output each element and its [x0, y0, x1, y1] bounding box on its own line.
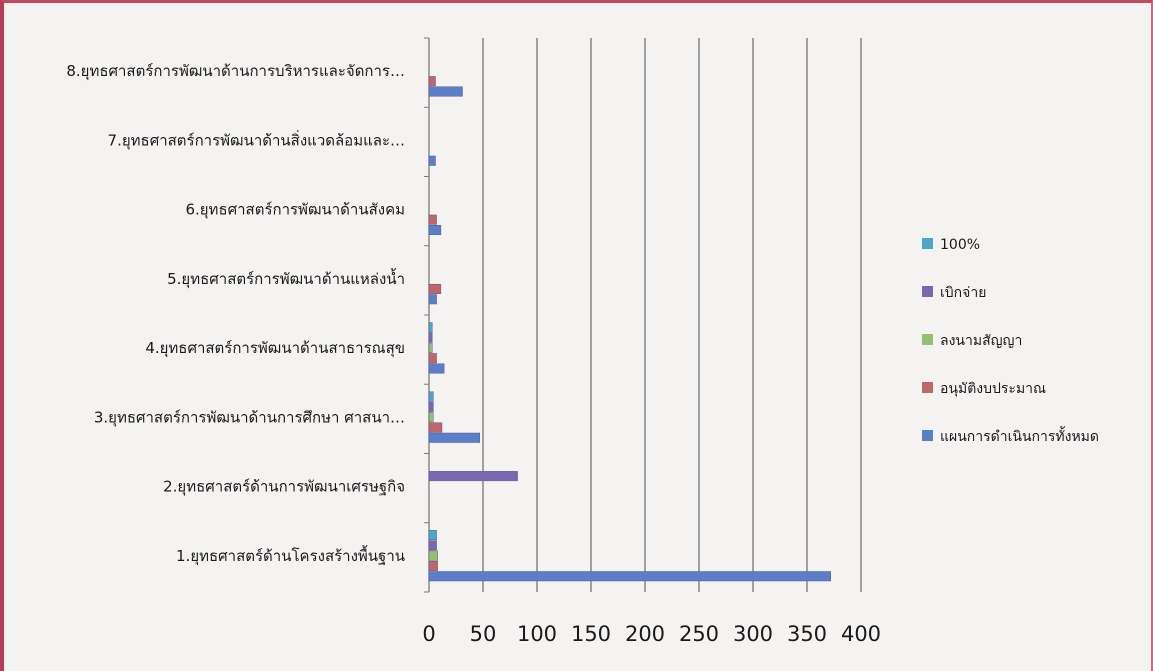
legend-label: 100%: [940, 237, 980, 253]
category-label: 8.ยุทธศาสตร์การพัฒนาด้านการบริหารและจัดก…: [66, 62, 405, 81]
category-label: 7.ยุทธศาสตร์การพัฒนาด้านสิ่งแวดล้อมและ…: [108, 129, 405, 150]
x-tick-label: 50: [470, 622, 497, 646]
legend-label: เบิกจ่าย: [940, 285, 986, 301]
category-label: 4.ยุทธศาสตร์การพัฒนาด้านสาธารณสุข: [145, 339, 405, 358]
bar: [428, 294, 437, 305]
legend-swatch: [922, 334, 933, 345]
legend-label: ลงนามสัญญา: [940, 333, 1022, 349]
bar: [428, 155, 436, 166]
bar: [428, 332, 433, 343]
bar: [428, 283, 442, 294]
bar: [428, 471, 518, 482]
bar: [428, 76, 436, 87]
x-tick-label: 400: [841, 622, 881, 646]
category-label: 6.ยุทธศาสตร์การพัฒนาด้านสังคม: [185, 201, 405, 220]
bar: [428, 342, 433, 353]
bar: [428, 571, 832, 582]
bar: [428, 432, 481, 443]
legend-swatch: [922, 382, 933, 393]
bar: [428, 322, 433, 333]
legend-label: อนุมัติงบประมาณ: [940, 381, 1046, 397]
bar: [428, 401, 434, 412]
category-label: 5.ยุทธศาสตร์การพัฒนาด้านแหล่งน้ำ: [167, 268, 405, 289]
category-label: 2.ยุทธศาสตร์ด้านการพัฒนาเศรษฐกิจ: [163, 478, 405, 497]
legend: 100% เบิกจ่ายลงนามสัญญาอนุมัติงบประมาณแผน…: [922, 237, 1099, 445]
bar: [428, 353, 437, 364]
x-tick-label: 350: [787, 622, 827, 646]
bar: [428, 225, 442, 235]
legend-label: แผนการดำเนินการทั้งหมด: [940, 426, 1099, 445]
bar: [428, 363, 445, 374]
x-tick-label: 250: [679, 622, 719, 646]
x-tick-label: 200: [625, 622, 665, 646]
x-tick-label: 300: [733, 622, 773, 646]
legend-swatch: [922, 286, 933, 297]
bar: [428, 550, 438, 561]
bar: [428, 422, 443, 433]
bar: [428, 391, 434, 402]
category-label: 3.ยุทธศาสตร์การพัฒนาด้านการศึกษา ศาสนา…: [94, 408, 405, 427]
bar: [428, 86, 463, 97]
bar: [428, 530, 437, 541]
bar: [428, 214, 437, 225]
legend-swatch: [922, 430, 933, 441]
legend-swatch: [922, 238, 933, 249]
category-label: 1.ยุทธศาสตร์ด้านโครงสร้างพื้นฐาน: [176, 545, 405, 566]
x-tick-label: 150: [571, 622, 611, 646]
bar: [428, 560, 438, 571]
x-tick-label: 100: [517, 622, 557, 646]
bar: [428, 412, 434, 423]
bar: [428, 540, 437, 551]
x-tick-label: 0: [422, 622, 435, 646]
